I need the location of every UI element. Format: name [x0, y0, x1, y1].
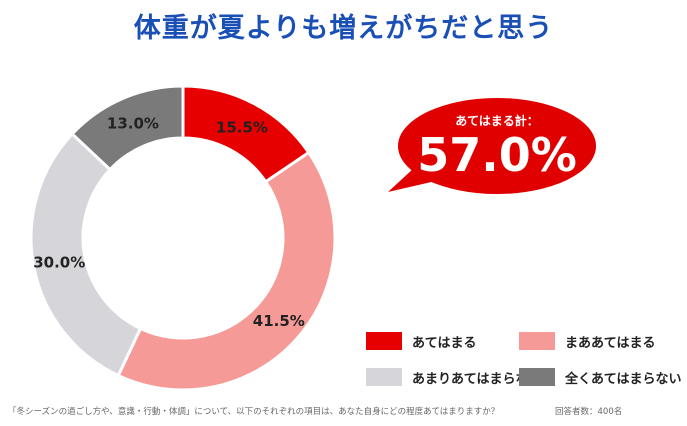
legend-label: あまりあてはまらない [412, 371, 542, 387]
chart-title: 体重が夏よりも増えがちだと思う [133, 13, 554, 44]
legend-swatch [366, 368, 402, 386]
legend-item-atehamaru: あてはまる [366, 331, 476, 351]
slice-label-1: 41.5% [253, 312, 305, 330]
sample-size-note: 回答者数：400名 [555, 407, 623, 417]
legend-label: 全くあてはまらない [565, 371, 682, 387]
legend-swatch [366, 332, 402, 350]
callout-label: あてはまる計： [455, 114, 539, 128]
slice-label-2: 30.0% [33, 254, 85, 272]
donut-slice-3 [70, 84, 185, 172]
footnote: 「冬シーズンの過ごし方や、意識・行動・体調」について、以下のそれぞれの項目は、あ… [8, 407, 500, 417]
callout-bubble-tail [388, 168, 440, 192]
slice-label-0: 15.5% [216, 119, 268, 137]
legend-item-amari: あまりあてはまらない [366, 367, 541, 387]
legend-label: あてはまる [412, 335, 477, 351]
legend-item-maaatehamaru: まああてはまる [519, 331, 655, 351]
legend-item-mattaku: 全くあてはまらない [519, 367, 681, 387]
donut-slice-1 [116, 150, 337, 392]
callout-bubble [398, 98, 596, 194]
slice-label-3: 13.0% [107, 114, 159, 132]
legend-swatch [519, 368, 555, 386]
legend-swatch [519, 332, 555, 350]
donut-slice-2 [29, 131, 143, 378]
legend-label: まああてはまる [565, 335, 656, 351]
callout-value: 57.0% [417, 128, 577, 182]
